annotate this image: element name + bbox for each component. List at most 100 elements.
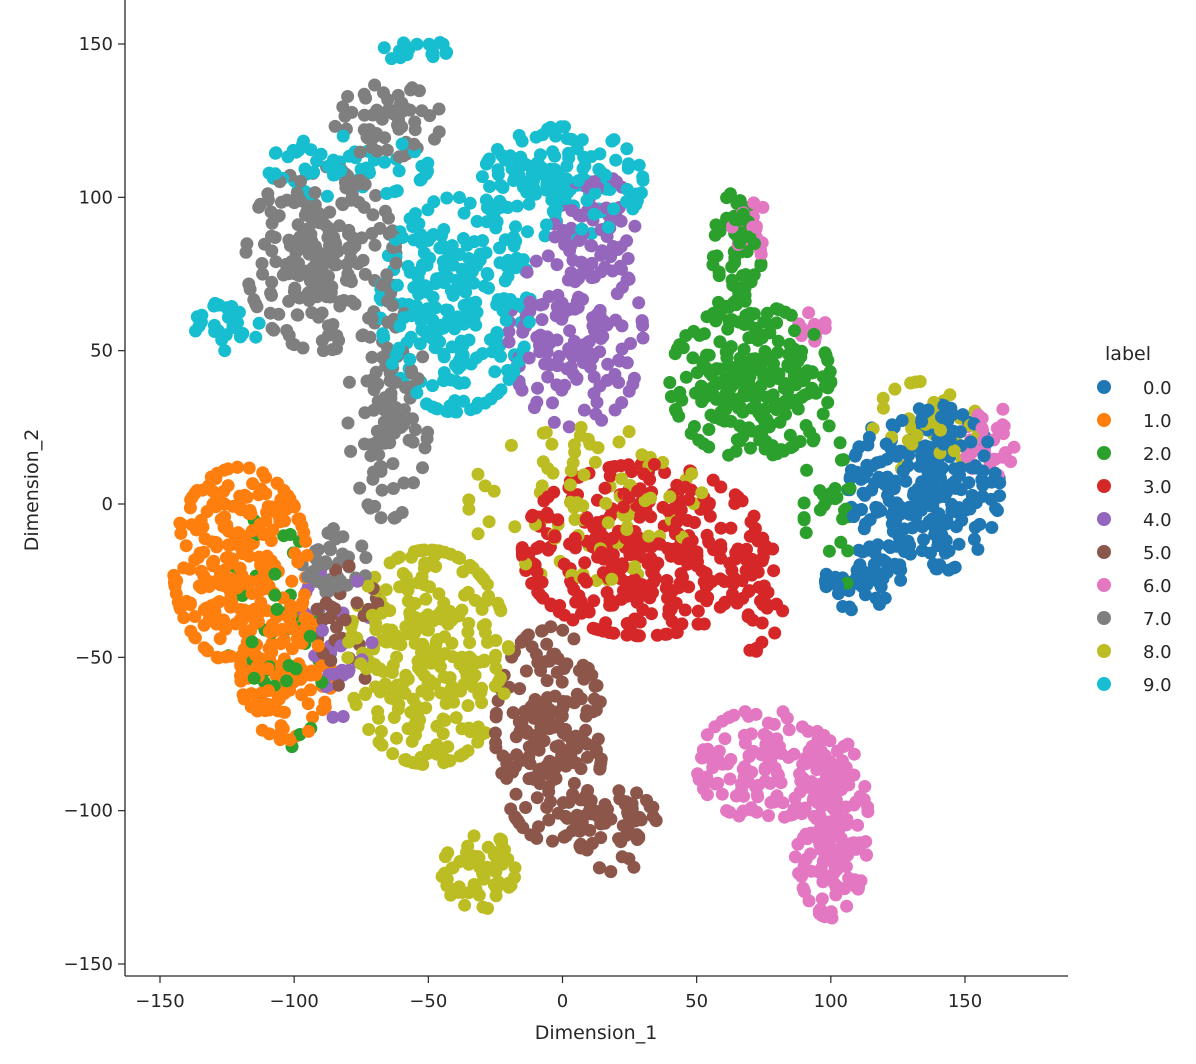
data-point-label-8.0 xyxy=(341,651,355,665)
data-point-label-6.0 xyxy=(712,744,726,758)
data-point-label-8.0 xyxy=(342,635,356,649)
data-point-label-9.0 xyxy=(207,299,221,313)
data-point-label-1.0 xyxy=(213,632,227,646)
data-point-label-8.0 xyxy=(389,636,403,650)
data-point-label-3.0 xyxy=(690,559,704,573)
data-point-label-9.0 xyxy=(459,285,473,299)
data-point-label-7.0 xyxy=(321,246,334,260)
data-point-label-1.0 xyxy=(221,538,235,552)
data-point-label-1.0 xyxy=(318,700,332,714)
data-point-label-5.0 xyxy=(579,723,593,737)
data-point-label-3.0 xyxy=(691,604,705,618)
data-point-label-9.0 xyxy=(268,167,282,181)
data-point-label-1.0 xyxy=(210,650,224,664)
data-point-label-4.0 xyxy=(621,252,635,265)
data-point-label-8.0 xyxy=(497,687,511,701)
data-point-label-6.0 xyxy=(751,790,765,804)
data-point-label-8.0 xyxy=(482,515,496,529)
data-point-label-1.0 xyxy=(271,704,285,718)
data-point-label-1.0 xyxy=(235,569,249,582)
data-point-label-5.0 xyxy=(532,820,545,834)
data-point-label-9.0 xyxy=(457,206,471,220)
data-point-label-5.0 xyxy=(632,830,646,843)
data-point-label-7.0 xyxy=(376,394,390,408)
data-point-label-8.0 xyxy=(409,699,423,712)
data-point-label-7.0 xyxy=(402,433,416,447)
data-point-label-7.0 xyxy=(308,198,322,212)
data-point-label-6.0 xyxy=(723,772,737,786)
data-point-label-6.0 xyxy=(839,773,853,787)
data-point-label-7.0 xyxy=(294,174,307,188)
y-tick-label: 100 xyxy=(79,187,113,208)
data-point-label-5.0 xyxy=(576,734,590,748)
data-point-label-1.0 xyxy=(245,587,259,600)
data-point-label-0.0 xyxy=(985,521,999,534)
data-point-label-0.0 xyxy=(946,408,960,421)
data-point-label-7.0 xyxy=(329,532,343,546)
data-point-label-7.0 xyxy=(256,267,270,281)
data-point-label-9.0 xyxy=(588,186,602,200)
data-point-label-5.0 xyxy=(619,795,633,809)
data-point-label-5.0 xyxy=(489,706,503,720)
data-point-label-2.0 xyxy=(719,345,733,359)
data-point-label-3.0 xyxy=(525,576,539,590)
data-point-label-8.0 xyxy=(449,711,463,725)
data-point-label-6.0 xyxy=(796,881,810,895)
data-point-label-1.0 xyxy=(285,642,299,656)
data-point-label-1.0 xyxy=(283,733,297,747)
data-point-label-2.0 xyxy=(813,503,827,517)
data-point-label-5.0 xyxy=(594,831,608,845)
data-point-label-3.0 xyxy=(590,529,604,543)
data-point-label-6.0 xyxy=(750,805,764,819)
data-point-label-8.0 xyxy=(477,573,491,587)
data-point-label-9.0 xyxy=(457,232,470,245)
data-point-label-5.0 xyxy=(559,759,573,773)
data-point-label-4.0 xyxy=(541,370,555,384)
data-point-label-4.0 xyxy=(513,378,527,392)
data-point-label-0.0 xyxy=(924,499,938,513)
data-point-label-5.0 xyxy=(329,563,343,577)
data-point-label-4.0 xyxy=(573,292,587,306)
data-point-label-9.0 xyxy=(493,241,507,255)
data-point-label-8.0 xyxy=(372,735,386,749)
data-point-label-2.0 xyxy=(702,440,716,454)
data-point-label-2.0 xyxy=(791,354,805,368)
data-point-label-9.0 xyxy=(480,215,494,229)
data-point-label-7.0 xyxy=(382,211,395,225)
data-point-label-9.0 xyxy=(494,349,507,363)
data-point-label-8.0 xyxy=(489,889,503,903)
data-point-label-2.0 xyxy=(718,414,731,428)
data-point-label-4.0 xyxy=(563,324,577,338)
axes xyxy=(124,0,1068,977)
data-point-label-3.0 xyxy=(535,575,549,589)
data-point-label-9.0 xyxy=(501,201,515,214)
data-point-label-0.0 xyxy=(953,425,967,439)
data-point-label-6.0 xyxy=(799,757,813,771)
data-point-label-5.0 xyxy=(546,648,560,662)
data-point-label-8.0 xyxy=(535,479,549,493)
data-point-label-7.0 xyxy=(363,123,376,137)
data-point-label-9.0 xyxy=(507,174,521,187)
data-point-label-8.0 xyxy=(358,688,372,702)
data-point-label-6.0 xyxy=(749,220,763,234)
data-point-label-7.0 xyxy=(386,482,400,495)
data-point-label-3.0 xyxy=(755,554,769,568)
data-point-label-6.0 xyxy=(851,818,865,832)
data-point-label-9.0 xyxy=(328,155,342,169)
data-point-label-8.0 xyxy=(591,441,605,455)
data-point-label-5.0 xyxy=(512,816,526,830)
data-point-label-8.0 xyxy=(411,576,425,590)
data-point-label-3.0 xyxy=(682,493,696,507)
data-point-label-2.0 xyxy=(673,385,687,399)
data-point-label-8.0 xyxy=(615,472,628,486)
data-point-label-0.0 xyxy=(915,415,929,428)
data-point-label-7.0 xyxy=(339,181,353,195)
data-point-label-2.0 xyxy=(807,327,821,341)
data-point-label-7.0 xyxy=(312,310,326,324)
data-point-label-9.0 xyxy=(522,197,536,211)
data-point-label-9.0 xyxy=(491,293,505,307)
legend-marker xyxy=(1097,380,1111,394)
data-point-label-4.0 xyxy=(606,264,620,278)
data-point-label-8.0 xyxy=(462,616,476,630)
